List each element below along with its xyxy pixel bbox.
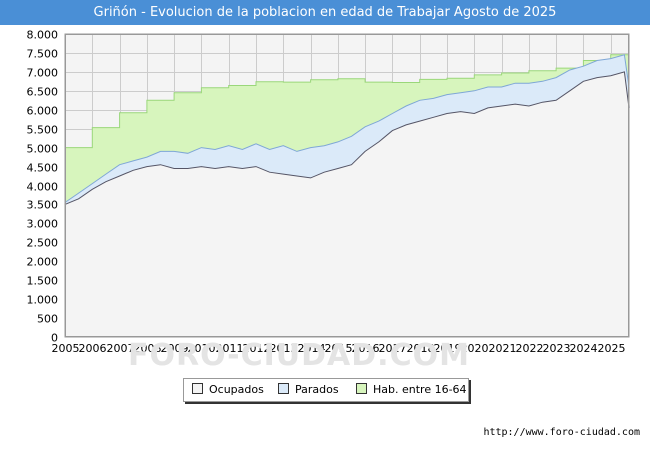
legend-item-hab: Hab. entre 16-64 [356, 379, 467, 401]
y-tick-label: 500 [37, 313, 58, 326]
x-tick-label: 2014 [298, 342, 326, 355]
x-tick-label: 2009 [161, 342, 189, 355]
y-tick-label: 8.000 [27, 29, 59, 42]
source-url: http://www.foro-ciudad.com [483, 427, 640, 438]
legend: Ocupados Parados Hab. entre 16-64 [183, 378, 469, 402]
legend-swatch-hab [356, 383, 367, 394]
y-tick-label: 3.500 [27, 199, 59, 212]
y-tick-label: 0 [51, 332, 58, 345]
y-tick-label: 4.500 [27, 162, 59, 175]
y-tick-label: 1.500 [27, 275, 59, 288]
x-tick-label: 2015 [325, 342, 353, 355]
series-area-ocupados [65, 71, 629, 338]
legend-item-parados: Parados [278, 379, 339, 401]
watermark-text: FORO-CIUDAD.COM [128, 338, 470, 373]
legend-item-ocupados: Ocupados [192, 379, 264, 401]
legend-swatch-parados [278, 383, 289, 394]
x-tick-label: 2024 [570, 342, 598, 355]
y-tick-label: 1.000 [27, 294, 59, 307]
y-tick-label: 5.500 [27, 124, 59, 137]
y-tick-label: 6.000 [27, 105, 59, 118]
legend-swatch-ocupados [192, 383, 203, 394]
x-tick-label: 2021 [489, 342, 517, 355]
x-tick-label: 2023 [543, 342, 571, 355]
title-bar [0, 0, 650, 25]
plot-border [65, 34, 629, 337]
y-tick-label: 2.500 [27, 237, 59, 250]
legend-label-hab: Hab. entre 16-64 [373, 383, 467, 396]
series-line-hab [65, 54, 629, 149]
y-tick-label: 6.500 [27, 86, 59, 99]
series-line-ocupados [64, 71, 630, 205]
x-tick-label: 2018 [407, 342, 435, 355]
x-tick-label: 2013 [270, 342, 298, 355]
x-tick-label: 2006 [79, 342, 107, 355]
x-tick-label: 2007 [107, 342, 135, 355]
legend-label-parados: Parados [295, 383, 339, 396]
x-tick-label: 2010 [188, 342, 216, 355]
chart-title: Griñón - Evolucion de la poblacion en ed… [93, 5, 557, 20]
y-tick-label: 5.000 [27, 143, 59, 156]
y-tick-label: 4.000 [27, 181, 59, 194]
series-line-parados [64, 54, 630, 203]
x-tick-label: 2025 [598, 342, 626, 355]
x-tick-label: 2017 [379, 342, 407, 355]
x-tick-label: 2008 [134, 342, 162, 355]
x-tick-label: 2005 [52, 342, 80, 355]
y-tick-label: 7.000 [27, 67, 59, 80]
y-tick-label: 7.500 [27, 48, 59, 61]
x-tick-label: 2019 [434, 342, 462, 355]
x-tick-label: 2020 [461, 342, 489, 355]
x-tick-label: 2012 [243, 342, 271, 355]
y-tick-label: 3.000 [27, 218, 59, 231]
x-tick-label: 2016 [352, 342, 380, 355]
x-tick-label: 2011 [216, 342, 244, 355]
x-tick-label: 2022 [516, 342, 544, 355]
y-tick-label: 2.000 [27, 256, 59, 269]
legend-label-ocupados: Ocupados [209, 383, 264, 396]
